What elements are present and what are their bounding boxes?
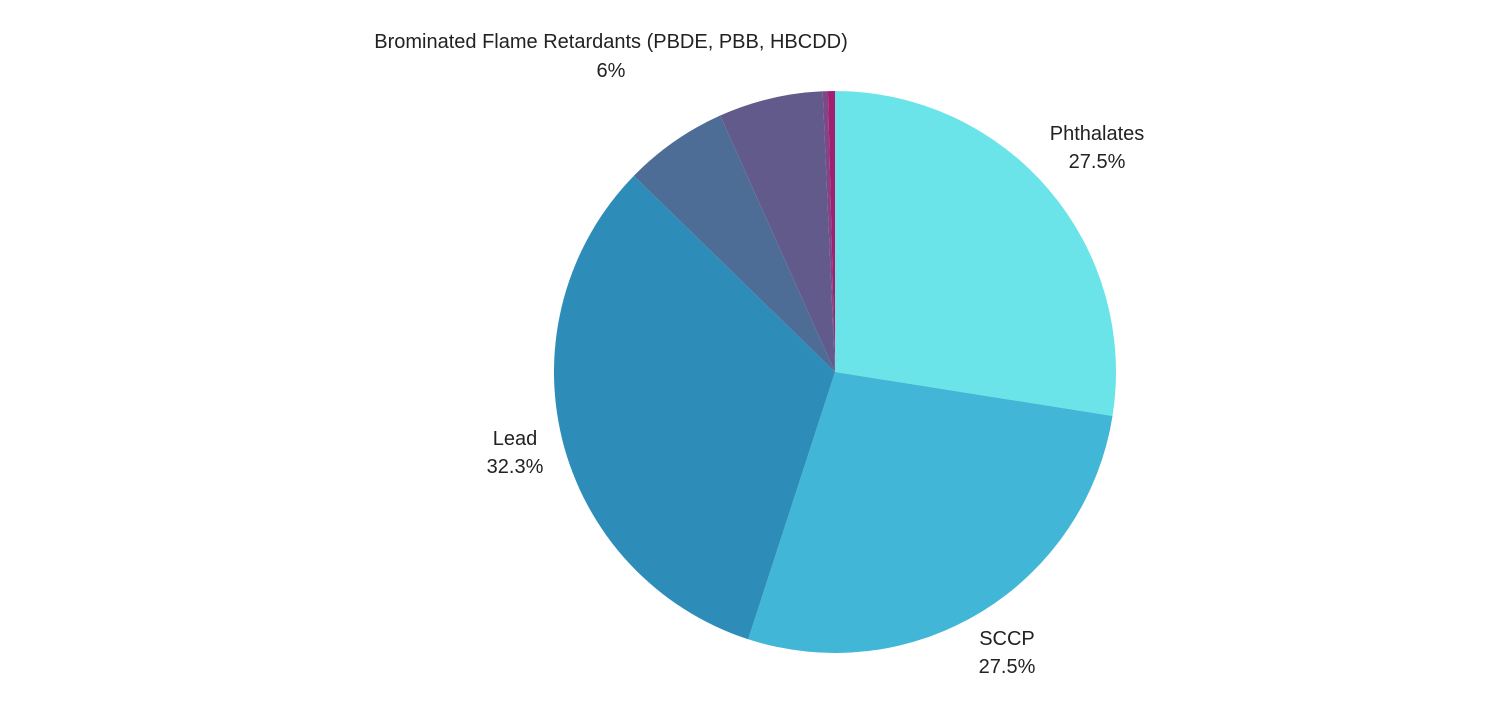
label-lead-name: Lead xyxy=(493,428,538,450)
pie-slice-sccp xyxy=(748,372,1113,654)
label-brominated-value: 6% xyxy=(597,60,626,82)
pie-slice-unlabeled-5 xyxy=(822,91,835,372)
pie-slice-phthalates xyxy=(835,91,1116,416)
label-sccp-value: 27.5% xyxy=(979,656,1036,678)
label-brominated-name: Brominated Flame Retardants (PBDE, PBB, … xyxy=(374,31,848,53)
pie-slice-unlabeled-6 xyxy=(827,91,835,372)
pie-slice-lead xyxy=(554,175,835,640)
label-lead-value: 32.3% xyxy=(487,456,544,478)
label-phthalates-value: 27.5% xyxy=(1069,151,1126,173)
pie-slice-brominated xyxy=(720,91,835,373)
pie-slices xyxy=(554,91,1116,654)
label-phthalates-name: Phthalates xyxy=(1050,123,1145,145)
label-sccp-name: SCCP xyxy=(979,628,1035,650)
pie-slice-unlabeled-3 xyxy=(633,115,835,372)
